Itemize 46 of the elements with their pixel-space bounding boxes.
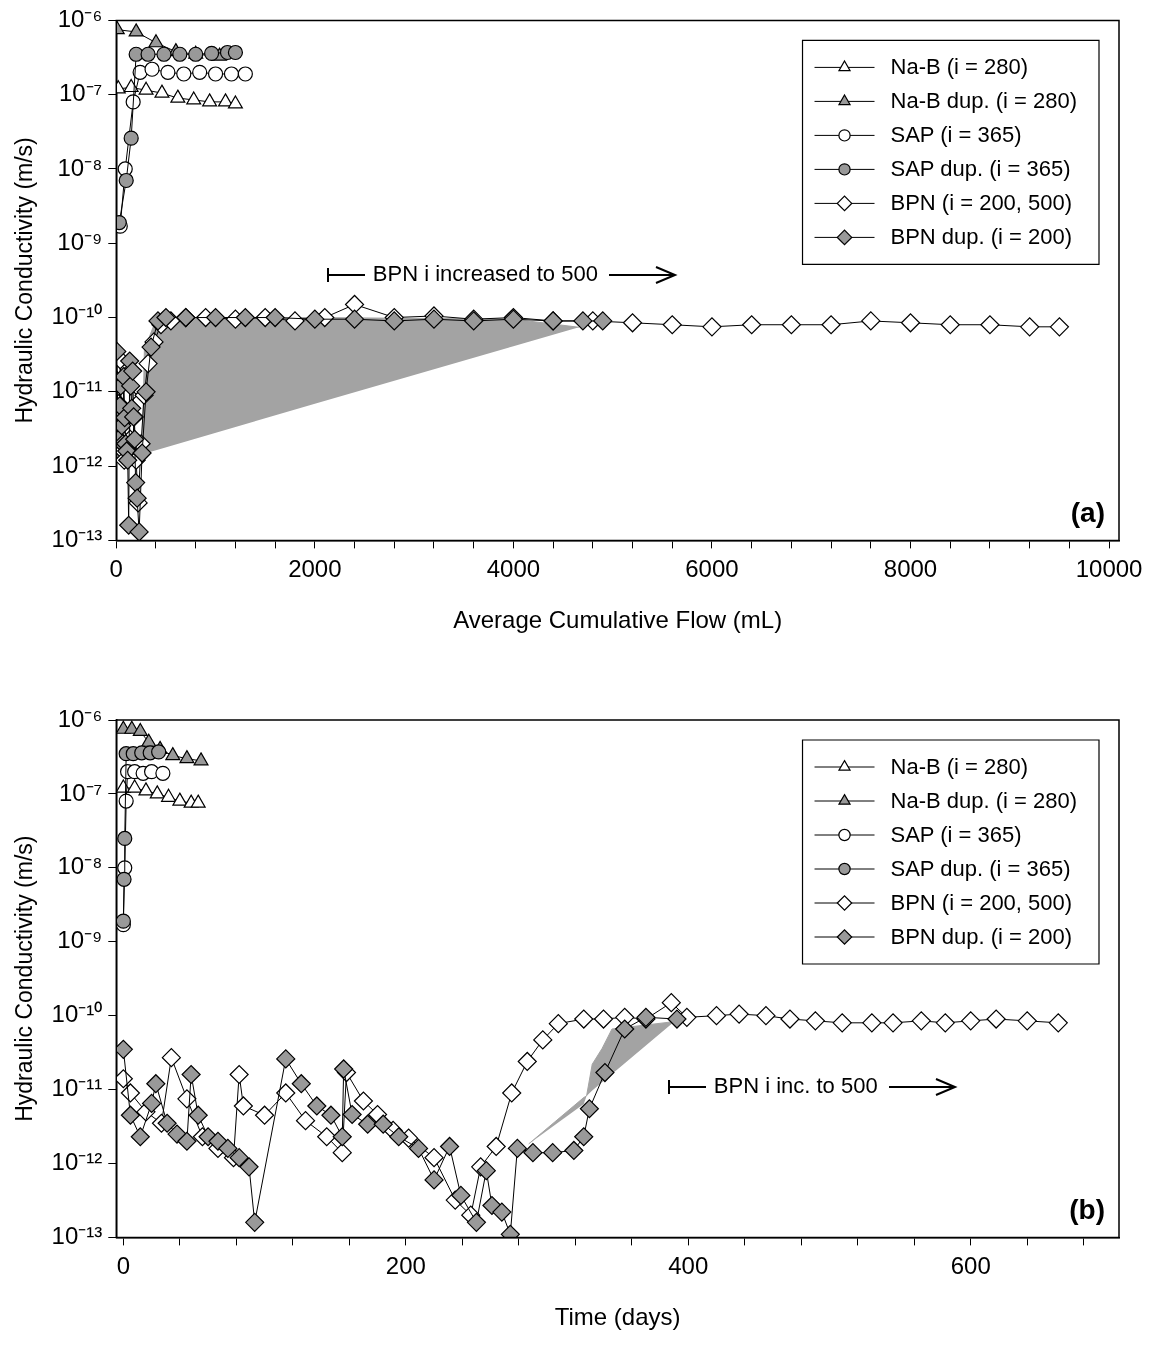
y-tick-label: 10⁻⁸ — [57, 852, 103, 880]
annotation: BPN i increased to 500 — [372, 261, 598, 287]
y-tick-label: 10⁻⁹ — [57, 227, 103, 255]
y-tick-label: 10⁻¹³ — [51, 1222, 103, 1250]
y-tick-label: 10⁻¹¹ — [51, 1074, 103, 1102]
x-axis-title: Time (days) — [554, 1303, 681, 1331]
y-tick-label: 10⁻⁹ — [57, 926, 103, 954]
y-axis-title: Hydraulic Conductivity (m/s) — [11, 835, 38, 1122]
x-tick-label: 4000 — [486, 555, 541, 583]
y-tick-label: 10⁻¹² — [51, 450, 103, 478]
y-tick-label: 10⁻¹³ — [51, 525, 103, 553]
x-tick-label: 200 — [385, 1252, 426, 1280]
y-tick-label: 10⁻⁶ — [57, 704, 103, 732]
y-axis-title: Hydraulic Conductivity (m/s) — [11, 137, 38, 424]
legend-label: Na-B (i = 280) — [890, 54, 1029, 80]
x-tick-label: 10000 — [1075, 555, 1143, 583]
legend-label: SAP dup. (i = 365) — [890, 156, 1071, 182]
legend-label: Na-B dup. (i = 280) — [890, 788, 1077, 814]
x-tick-label: 0 — [109, 555, 123, 583]
y-tick-label: 10⁻¹⁰ — [51, 302, 103, 330]
x-tick-label: 2000 — [288, 555, 342, 583]
legend-label: BPN dup. (i = 200) — [890, 224, 1073, 250]
x-tick-label: 6000 — [685, 555, 739, 583]
legend-label: Na-B dup. (i = 280) — [890, 88, 1077, 114]
y-tick-label: 10⁻¹² — [51, 1148, 103, 1176]
legend-label: SAP (i = 365) — [890, 822, 1022, 848]
legend-label: BPN dup. (i = 200) — [890, 924, 1073, 950]
x-tick-label: 8000 — [883, 555, 938, 583]
y-tick-label: 10⁻¹¹ — [51, 376, 103, 404]
y-tick-label: 10⁻¹⁰ — [51, 1000, 103, 1028]
y-tick-label: 10⁻⁷ — [58, 79, 103, 107]
legend-label: Na-B (i = 280) — [890, 754, 1029, 780]
annotation: (b) — [1069, 1194, 1105, 1226]
x-axis-title: Average Cumulative Flow (mL) — [453, 606, 783, 634]
y-tick-label: 10⁻⁸ — [57, 153, 103, 181]
legend-label: SAP (i = 365) — [890, 122, 1022, 148]
x-tick-label: 600 — [950, 1252, 991, 1280]
y-tick-label: 10⁻⁶ — [57, 5, 103, 33]
legend-label: SAP dup. (i = 365) — [890, 856, 1071, 882]
legend-label: BPN (i = 200, 500) — [890, 190, 1073, 216]
legend-label: BPN (i = 200, 500) — [890, 890, 1073, 916]
x-tick-label: 400 — [668, 1252, 709, 1280]
y-tick-label: 10⁻⁷ — [58, 778, 103, 806]
annotation: BPN i inc. to 500 — [713, 1073, 878, 1099]
x-tick-label: 0 — [116, 1252, 131, 1280]
annotation: (a) — [1070, 497, 1105, 529]
